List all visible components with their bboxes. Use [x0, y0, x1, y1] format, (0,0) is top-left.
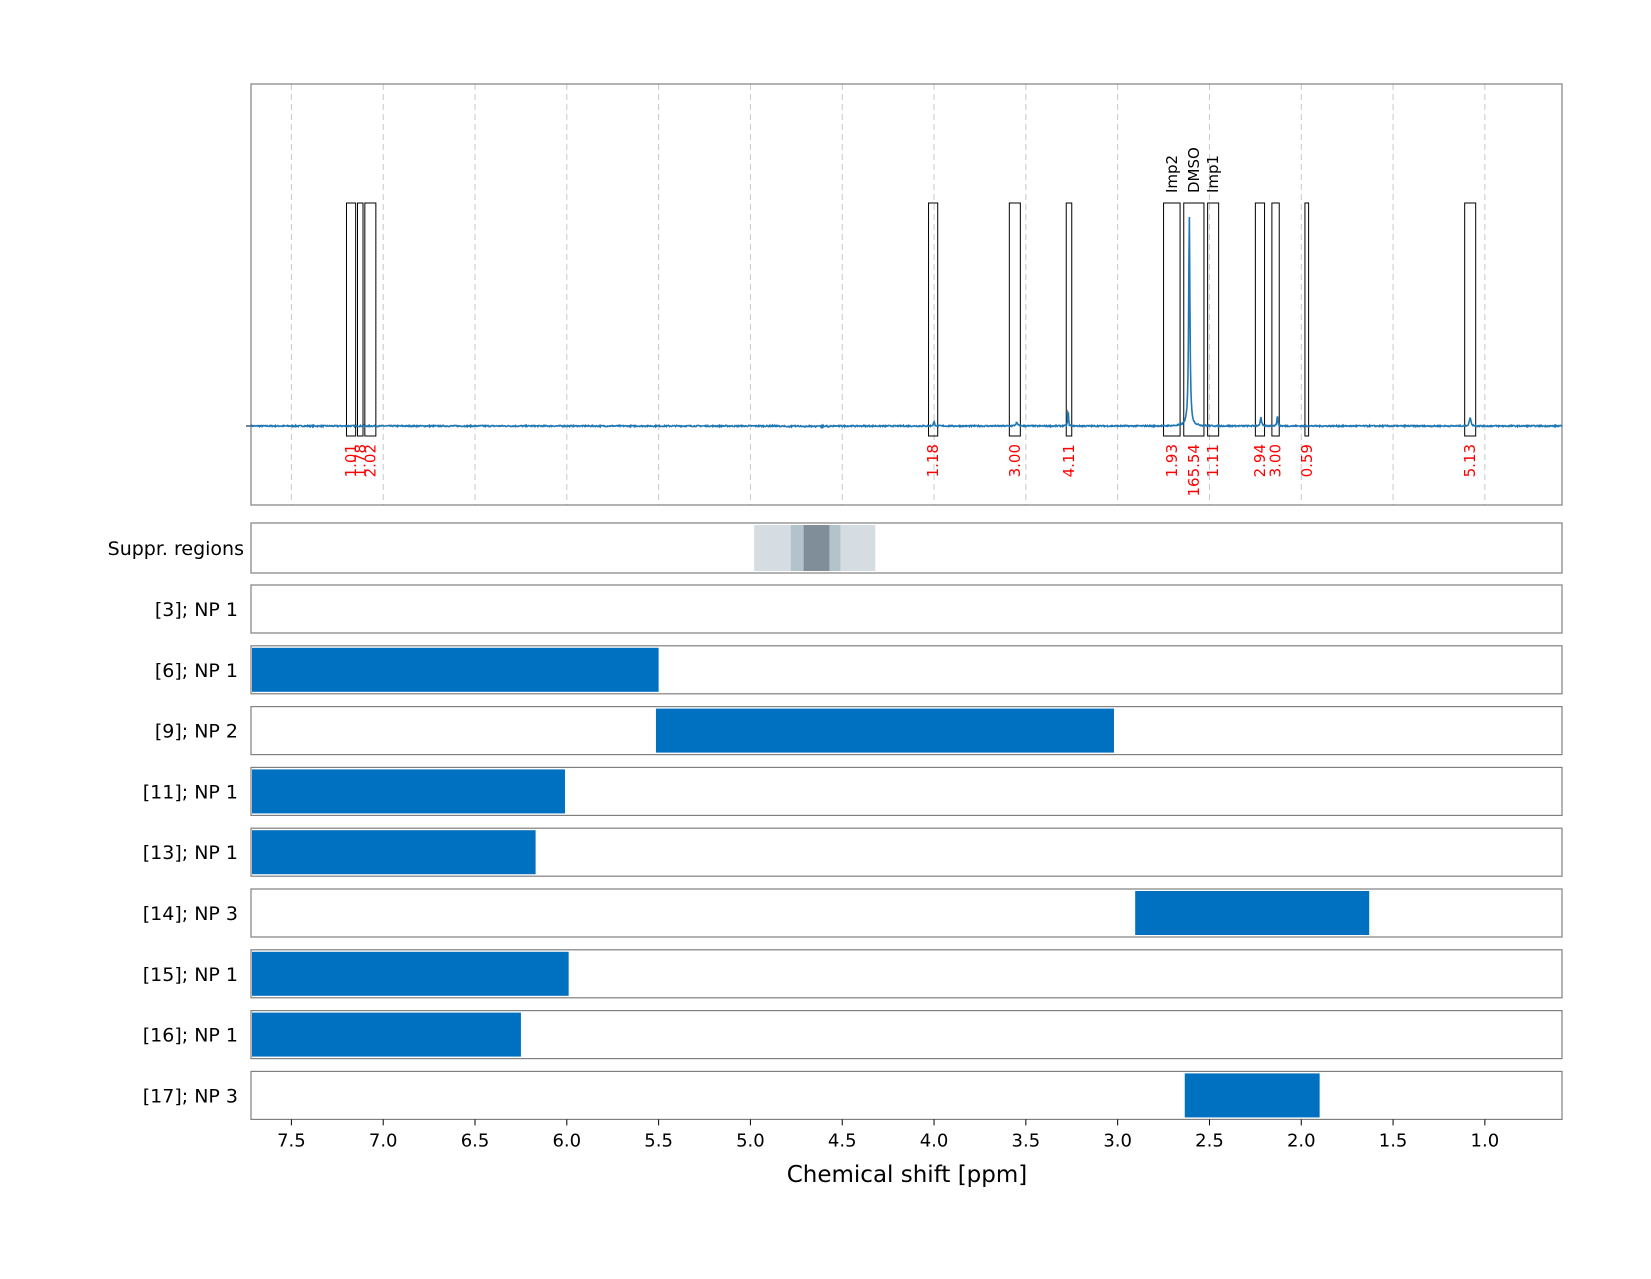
- integration-region: [1183, 202, 1205, 437]
- track-label: [13]; NP 1: [143, 842, 238, 864]
- integral-value: 3.00: [1006, 444, 1024, 477]
- suppression-label: Suppr. regions: [108, 538, 244, 560]
- x-tick-label: 7.0: [369, 1130, 398, 1151]
- track-row: [6]; NP 1: [155, 645, 1563, 695]
- track-frame: [250, 766, 1563, 817]
- track-bar: [252, 830, 536, 875]
- track-row: [11]; NP 1: [143, 766, 1563, 817]
- track-label: [6]; NP 1: [155, 660, 238, 682]
- x-tick-label: 5.5: [644, 1130, 673, 1151]
- track-frame: [250, 1009, 1563, 1060]
- track-frame: [250, 645, 1563, 695]
- integration-region: [345, 202, 357, 437]
- integration-region: [356, 202, 364, 437]
- track-label: [17]; NP 3: [143, 1085, 238, 1107]
- track-row: [9]; NP 2: [155, 705, 1563, 756]
- integral-value: 3.00: [1267, 444, 1285, 477]
- x-tick-label: 6.5: [461, 1130, 490, 1151]
- track-label: [11]; NP 1: [143, 781, 238, 803]
- integration-region: [1065, 202, 1073, 437]
- track-row: [3]; NP 1: [155, 584, 1563, 634]
- track-label: [16]; NP 1: [143, 1025, 238, 1047]
- track-bar: [252, 769, 565, 814]
- integration-region: [928, 202, 939, 437]
- integral-value: 1.93: [1163, 444, 1181, 477]
- track-row: [14]; NP 3: [143, 888, 1563, 938]
- integration-region: [1254, 202, 1266, 437]
- x-tick-label: 3.0: [1103, 1130, 1132, 1151]
- integral-value: 2.94: [1251, 444, 1269, 477]
- spectrum-panel: 1.011.782.02 1.18 3.00 4.11 1.93 Imp2 165.54 DM…: [246, 83, 1563, 506]
- track-frame: [250, 705, 1563, 756]
- integration-region: [364, 202, 377, 437]
- track-bar: [252, 951, 569, 996]
- track-frame: [250, 1070, 1563, 1121]
- suppression-frame: [250, 522, 1563, 574]
- region-label: Imp1: [1204, 155, 1222, 193]
- region-label: Imp2: [1163, 155, 1181, 193]
- x-tick-label: 2.5: [1195, 1130, 1224, 1151]
- integral-value: 165.54: [1185, 444, 1203, 497]
- track-frame: [250, 949, 1563, 999]
- integration-region: [1304, 202, 1310, 437]
- track-frame: [250, 827, 1563, 877]
- integration-region: [1271, 202, 1280, 437]
- x-tick-label: 3.5: [1012, 1130, 1041, 1151]
- integral-value: 1.11: [1204, 444, 1222, 477]
- track-row: [17]; NP 3: [143, 1070, 1563, 1121]
- integral-value: 4.11: [1060, 444, 1078, 477]
- track-bar: [1135, 891, 1370, 935]
- x-tick-label: 5.0: [736, 1130, 765, 1151]
- x-tick-label: 4.5: [828, 1130, 857, 1151]
- x-axis-label: Chemical shift [ppm]: [787, 1162, 1028, 1188]
- integral-value: 2.02: [361, 444, 379, 477]
- x-tick-label: 6.0: [552, 1130, 581, 1151]
- x-axis: 7.5 7.0 6.5 6.0 5.5 5.0 4.5 4.0 3.5 3.0 2.5 2.0 1.5 1…: [277, 1119, 1499, 1151]
- track-frame: [250, 888, 1563, 938]
- x-tick-label: 1.0: [1471, 1130, 1500, 1151]
- track-frame: [250, 584, 1563, 634]
- suppression-panel: Suppr. regions: [108, 522, 1563, 574]
- track-row: [13]; NP 1: [143, 827, 1563, 877]
- suppression-band: [803, 525, 830, 571]
- track-label: [9]; NP 2: [155, 721, 238, 743]
- track-label: [3]; NP 1: [155, 599, 238, 621]
- track-row: [16]; NP 1: [143, 1009, 1563, 1060]
- integral-value: 1.01: [342, 444, 360, 477]
- tracks-panel: [3]; NP 1 [6]; NP 1 [9]; NP 2 [11]; NP 1 [13…: [143, 584, 1563, 1121]
- integral-value: 1.78: [351, 444, 369, 477]
- integration-region: [1008, 202, 1021, 437]
- track-label: [14]; NP 3: [143, 903, 238, 925]
- integral-value: 5.13: [1461, 444, 1479, 477]
- integration-region: [1163, 202, 1181, 437]
- integration-region: [1464, 202, 1477, 437]
- track-label: [15]; NP 1: [143, 964, 238, 986]
- integration-region: [1207, 202, 1220, 437]
- x-tick-label: 7.5: [277, 1130, 306, 1151]
- track-bar: [1184, 1073, 1320, 1118]
- track-bar: [252, 1012, 521, 1057]
- spectrum-frame: [250, 83, 1563, 506]
- track-bar: [655, 708, 1114, 753]
- integral-value: 1.18: [924, 444, 942, 477]
- x-tick-label: 2.0: [1287, 1130, 1316, 1151]
- x-tick-label: 1.5: [1379, 1130, 1408, 1151]
- x-tick-label: 4.0: [920, 1130, 949, 1151]
- spectrum-line: [250, 216, 1563, 430]
- integral-value: 0.59: [1298, 444, 1316, 477]
- track-bar: [252, 647, 659, 692]
- region-label: DMSO: [1185, 147, 1203, 193]
- track-row: [15]; NP 1: [143, 949, 1563, 999]
